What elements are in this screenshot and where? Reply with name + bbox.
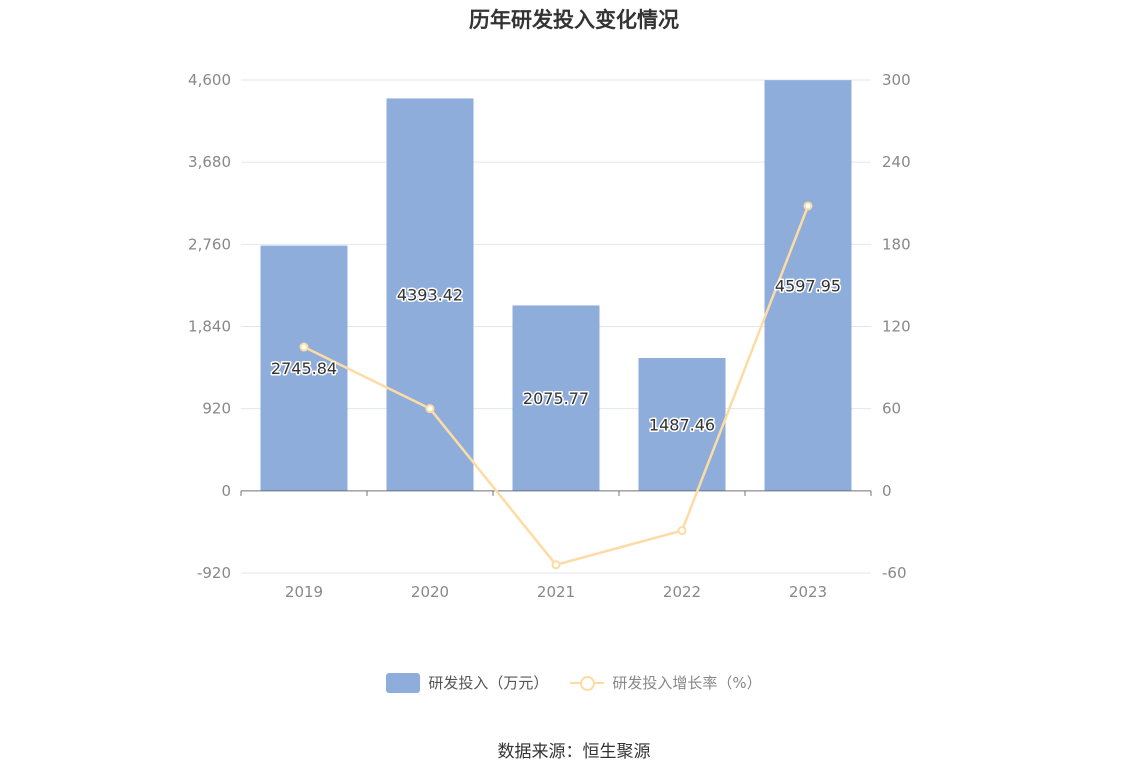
line-series xyxy=(299,201,813,570)
legend-line-label: 研发投入增长率（%） xyxy=(612,674,762,692)
left-tick-label: 2,760 xyxy=(188,235,231,253)
right-tick-label: 60 xyxy=(882,400,901,418)
right-tick-label: -60 xyxy=(882,564,907,582)
right-tick-label: 120 xyxy=(882,318,911,336)
chart-title: 历年研发投入变化情况 xyxy=(469,8,679,32)
legend-bar-label: 研发投入（万元） xyxy=(428,674,549,692)
x-tick-label: 2022 xyxy=(663,583,701,601)
x-tick-label: 2019 xyxy=(285,583,323,601)
left-tick-label: -920 xyxy=(197,564,231,582)
bar-value-label: 2745.84 xyxy=(271,359,337,378)
right-tick-label: 240 xyxy=(882,153,911,171)
growth-rate-point xyxy=(299,342,309,352)
legend-bar-swatch xyxy=(386,672,421,693)
left-tick-label: 0 xyxy=(221,482,231,500)
growth-rate-point xyxy=(677,526,687,536)
left-tick-label: 3,680 xyxy=(188,153,231,171)
legend-item-line[interactable]: 研发投入增长率（%） xyxy=(570,672,762,693)
bar xyxy=(260,245,348,491)
bar-value-label: 4597.95 xyxy=(775,277,841,296)
growth-rate-point xyxy=(803,201,813,211)
axis-ticks: -920 -60 0 0 920 60 1,840 120 2,760 180 3,680 240 4,… xyxy=(188,71,911,601)
right-tick-label: 180 xyxy=(882,235,911,253)
chart-canvas: 2745.84 4393.42 2075.77 1487.46 4597.95 -920… xyxy=(188,71,911,601)
growth-rate-point xyxy=(425,404,435,414)
right-tick-label: 0 xyxy=(882,482,892,500)
growth-rate-point xyxy=(551,560,561,570)
bar xyxy=(386,98,474,491)
x-axis xyxy=(240,490,872,496)
x-tick-label: 2023 xyxy=(789,583,827,601)
data-source: 数据来源：恒生聚源 xyxy=(497,742,651,762)
bar xyxy=(512,305,600,491)
legend-item-bar[interactable]: 研发投入（万元） xyxy=(386,672,548,693)
x-tick-label: 2021 xyxy=(537,583,575,601)
bar xyxy=(638,357,726,491)
bar-value-label: 1487.46 xyxy=(649,415,715,434)
left-tick-label: 920 xyxy=(202,400,231,418)
left-tick-label: 4,600 xyxy=(188,71,231,89)
x-tick-label: 2020 xyxy=(411,583,449,601)
bar-labels: 2745.84 4393.42 2075.77 1487.46 4597.95 xyxy=(269,275,842,436)
legend: 研发投入（万元） 研发投入增长率（%） xyxy=(0,672,1148,693)
legend-line-swatch xyxy=(570,673,605,693)
bar-value-label: 4393.42 xyxy=(397,286,463,305)
right-tick-label: 300 xyxy=(882,71,911,89)
bar-value-label: 2075.77 xyxy=(523,389,589,408)
left-tick-label: 1,840 xyxy=(188,318,231,336)
bar-series xyxy=(260,80,852,491)
bar xyxy=(764,80,852,491)
